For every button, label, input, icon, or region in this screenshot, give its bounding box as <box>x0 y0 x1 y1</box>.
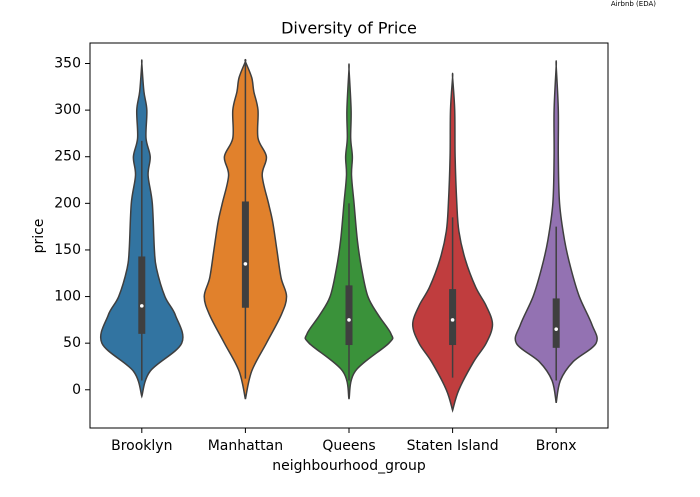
chart-title: Diversity of Price <box>281 19 417 38</box>
median <box>140 304 144 308</box>
y-axis-label: price <box>31 219 47 254</box>
median <box>347 318 351 322</box>
x-tick-label: Bronx <box>536 438 577 454</box>
x-tick-label: Queens <box>322 438 375 454</box>
box <box>552 298 560 348</box>
median <box>450 318 455 322</box>
x-tick-label: Staten Island <box>407 438 499 454</box>
plot-frame <box>89 42 609 429</box>
y-tick-label: 250 <box>54 149 81 165</box>
box <box>345 285 353 346</box>
median <box>243 262 248 266</box>
y-tick-label: 100 <box>54 289 81 305</box>
x-tick-label: Manhattan <box>208 438 283 454</box>
y-tick-label: 0 <box>72 382 81 398</box>
y-tick-label: 50 <box>63 335 81 351</box>
x-axis-label: neighbourhood_group <box>272 458 426 474</box>
box <box>138 256 146 334</box>
x-tick-label: Brooklyn <box>111 438 172 454</box>
box <box>449 289 457 346</box>
box <box>241 201 249 308</box>
y-tick-label: 200 <box>54 195 81 211</box>
corner-note: Airbnb (EDA) <box>611 0 656 8</box>
y-tick-label: 150 <box>54 242 81 258</box>
y-tick-label: 350 <box>54 56 81 72</box>
y-tick-label: 300 <box>54 102 81 118</box>
median <box>554 327 558 331</box>
